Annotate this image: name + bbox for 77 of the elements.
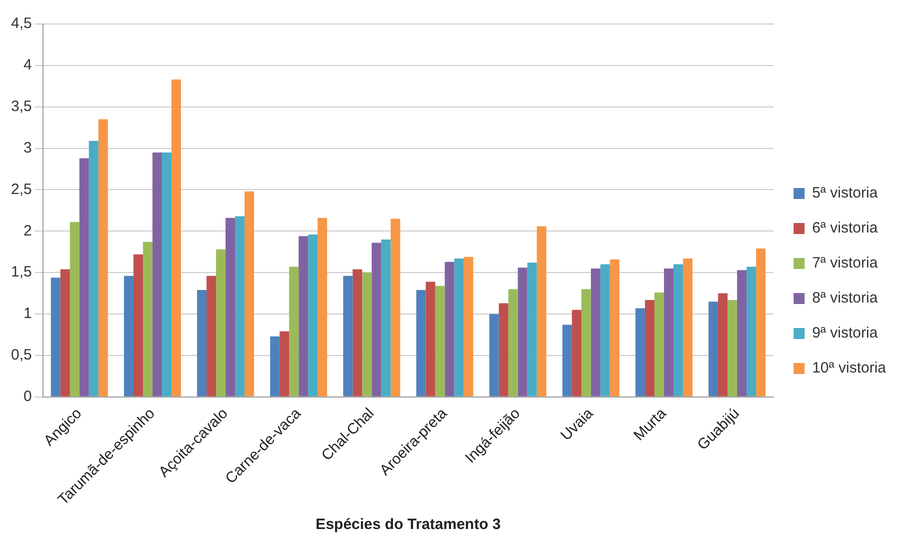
bar [536, 226, 546, 396]
bar [600, 264, 610, 396]
bar [416, 290, 426, 396]
bar [197, 290, 207, 396]
bar [381, 239, 391, 396]
bar [308, 234, 318, 396]
bar [362, 272, 372, 396]
legend-label: 10ª vistoria [812, 360, 887, 377]
bar [162, 152, 172, 396]
y-tick-label: 3 [24, 139, 32, 156]
bar [298, 236, 308, 396]
bar [673, 264, 683, 396]
legend-label: 6ª vistoria [812, 220, 878, 237]
y-tick-label: 4,5 [10, 15, 32, 32]
bar [244, 191, 254, 396]
bar [756, 248, 766, 396]
y-tick-label: 1,5 [10, 264, 32, 281]
y-tick-label: 1 [24, 305, 32, 322]
bar [318, 218, 328, 396]
bar [644, 300, 654, 396]
bar [498, 303, 508, 396]
bar [124, 276, 134, 396]
bar [152, 152, 162, 396]
bar [216, 249, 226, 396]
bar [206, 276, 216, 396]
bar [390, 218, 400, 396]
bar [280, 331, 290, 396]
legend-label: 5ª vistoria [812, 184, 878, 202]
bar [654, 292, 664, 396]
bar [464, 256, 474, 396]
bar [435, 286, 445, 396]
y-tick-label: 3,5 [10, 98, 32, 116]
legend-label: 9ª vistoria [812, 324, 878, 342]
bar [581, 289, 591, 396]
bar [60, 269, 70, 396]
legend-label: 7ª vistoria [812, 254, 878, 272]
bar [527, 262, 537, 396]
bar [590, 268, 600, 396]
y-tick-label: 0 [24, 388, 32, 406]
bar [133, 254, 143, 396]
bar [142, 242, 152, 396]
bar [372, 242, 382, 396]
bar [562, 324, 572, 396]
x-axis-title: Espécies do Tratamento 3 [316, 516, 501, 534]
bar [270, 336, 280, 396]
bar [235, 216, 245, 396]
bar [635, 308, 645, 396]
bar [343, 276, 353, 396]
bar [508, 289, 518, 396]
bar [98, 119, 108, 396]
bar [426, 282, 436, 396]
bar [289, 266, 299, 396]
y-tick-label: 2 [24, 222, 32, 240]
bar [226, 218, 236, 396]
bar [518, 268, 528, 396]
bar [708, 302, 718, 396]
bar [444, 262, 454, 396]
bar [746, 266, 756, 396]
bar [454, 258, 464, 396]
bar [79, 158, 89, 396]
bar [171, 80, 181, 396]
bar [70, 222, 80, 396]
bar [50, 278, 60, 396]
bar [352, 269, 362, 396]
bar [682, 258, 692, 396]
bar [572, 310, 582, 396]
bar [737, 270, 747, 396]
bar [728, 300, 738, 396]
legend-label: 8ª vistoria [812, 290, 878, 307]
y-tick-label: 2,5 [10, 180, 32, 198]
y-tick-label: 0,5 [10, 346, 32, 364]
y-tick-label: 4 [24, 56, 32, 74]
bar [88, 140, 98, 396]
bar [718, 293, 728, 396]
bar [489, 314, 499, 396]
bar [664, 268, 674, 396]
bar [610, 259, 620, 396]
